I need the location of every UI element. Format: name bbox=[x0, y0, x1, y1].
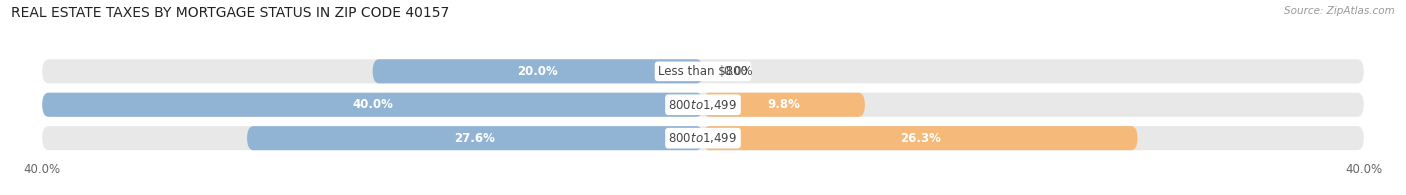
Text: Less than $800: Less than $800 bbox=[658, 65, 748, 78]
FancyBboxPatch shape bbox=[247, 126, 703, 150]
Text: 26.3%: 26.3% bbox=[900, 132, 941, 145]
FancyBboxPatch shape bbox=[703, 93, 865, 117]
Text: 9.8%: 9.8% bbox=[768, 98, 800, 111]
FancyBboxPatch shape bbox=[373, 59, 703, 83]
Text: $800 to $1,499: $800 to $1,499 bbox=[668, 98, 738, 112]
FancyBboxPatch shape bbox=[42, 126, 1364, 150]
Text: $800 to $1,499: $800 to $1,499 bbox=[668, 131, 738, 145]
Text: Source: ZipAtlas.com: Source: ZipAtlas.com bbox=[1284, 6, 1395, 16]
FancyBboxPatch shape bbox=[42, 93, 703, 117]
FancyBboxPatch shape bbox=[703, 126, 1137, 150]
Text: REAL ESTATE TAXES BY MORTGAGE STATUS IN ZIP CODE 40157: REAL ESTATE TAXES BY MORTGAGE STATUS IN … bbox=[11, 6, 450, 20]
Text: 0.0%: 0.0% bbox=[723, 65, 752, 78]
Text: 40.0%: 40.0% bbox=[352, 98, 394, 111]
FancyBboxPatch shape bbox=[42, 59, 1364, 83]
Text: 27.6%: 27.6% bbox=[454, 132, 495, 145]
Text: 20.0%: 20.0% bbox=[517, 65, 558, 78]
FancyBboxPatch shape bbox=[42, 93, 1364, 117]
